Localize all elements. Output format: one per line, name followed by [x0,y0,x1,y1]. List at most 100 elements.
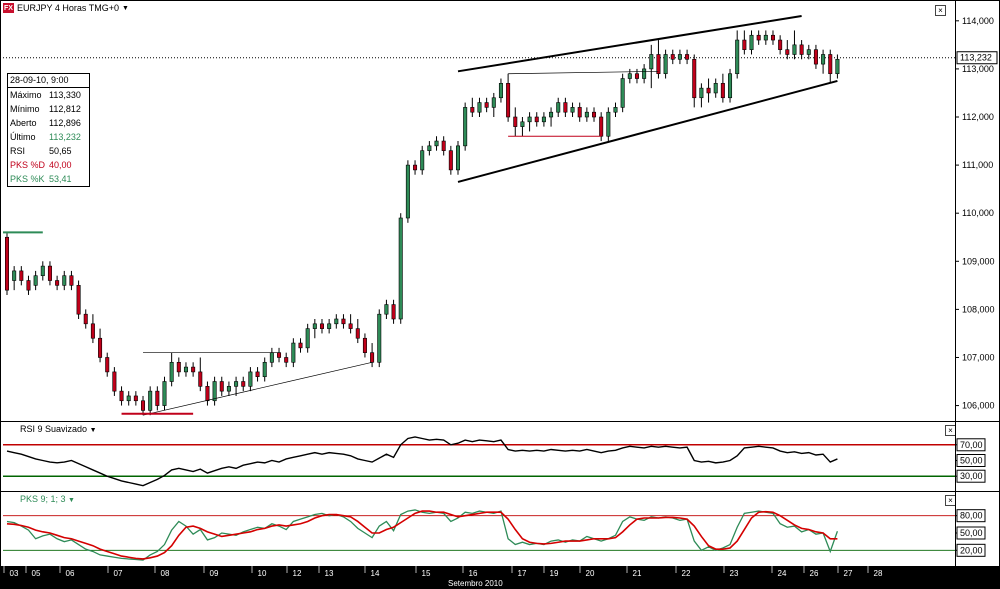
candle-body [813,49,818,65]
candle-body [799,44,804,55]
x-tick-label: 24 [778,569,787,578]
candle-body [305,328,310,349]
candle-body [470,107,475,113]
x-tick-label: 26 [810,569,819,578]
candle-body [534,116,539,123]
candle-body [448,150,453,171]
data-info-box: 28-09-10, 9:00 Máximo 113,330 Mínimo 112,81… [7,73,90,187]
candle-body [319,323,324,329]
y-tick-label: 106,000 [962,401,995,411]
candle-body [341,318,346,325]
trendline [457,15,802,73]
pks-tick-label: 80,00 [960,511,983,521]
info-value: 53,41 [49,174,72,184]
fx-logo-icon: FX [3,3,14,13]
trendline [457,79,838,183]
candle-body [455,145,460,171]
y-tick-label: 110,000 [962,208,994,218]
candle-body [441,140,446,151]
candle-body [778,39,783,50]
candle-body [262,361,267,378]
candle-body [520,121,525,127]
candle-body [291,342,296,363]
x-tick-label: 09 [210,569,219,578]
candle-body [226,386,231,392]
candle-body [677,54,682,60]
x-tick-label: 06 [66,569,75,578]
pks-title-text: PKS 9; 1; 3 [20,494,66,504]
candle-body [176,361,181,373]
candle-body [355,328,360,339]
y-tick-label: 113,000 [962,64,994,74]
candle-body [570,107,575,113]
rsi-line [6,436,838,487]
candle-body [785,49,790,55]
candle-body [706,87,711,94]
candle-body [828,54,833,75]
candle-body [284,357,289,363]
candle-body [599,116,604,137]
trendline [142,361,373,416]
candle-body [348,323,353,329]
candle-body [105,357,110,373]
candle-body [656,54,661,75]
candle-body [55,280,60,286]
candle-body [119,390,124,402]
candle-body [405,164,410,219]
candle-body [133,395,138,402]
x-tick-label: 10 [258,569,267,578]
candle-body [19,270,24,281]
candle-body [384,304,389,315]
candle-body [592,111,597,118]
candle-body [427,145,432,151]
candle-body [334,318,339,325]
rsi-title-text: RSI 9 Suavizado [20,424,88,434]
x-tick-label: 14 [371,569,380,578]
info-label: Máximo [10,90,42,100]
candle-body [484,102,489,108]
info-row: Último 113,232 [8,130,89,144]
chevron-down-icon[interactable]: ▼ [68,497,75,504]
x-tick-label: 08 [161,569,170,578]
close-button[interactable]: × [935,5,946,16]
pks-tick-label: 50,00 [960,528,983,538]
candle-body [90,323,95,339]
rsi-panel-title[interactable]: RSI 9 Suavizado ▼ [20,424,97,434]
candle-body [327,323,332,329]
candle-body [606,111,611,137]
chevron-down-icon[interactable]: ▼ [121,4,129,12]
candle-body [627,73,632,79]
candle-body [491,97,496,108]
candle-body [312,323,317,329]
candle-body [141,400,146,411]
chevron-down-icon[interactable]: ▼ [89,427,97,434]
x-tick-label: 23 [730,569,739,578]
candle-body [47,265,52,281]
info-label: PKS %D [10,160,46,170]
candle-body [685,54,690,60]
info-label: Último [10,132,36,142]
x-tick-label: 03 [10,569,19,578]
info-row: PKS %D 40,00 [8,158,89,172]
candle-body [398,217,403,320]
y-tick-label: 112,000 [962,112,994,122]
candle-body [498,83,503,99]
x-tick-label: 20 [586,569,595,578]
y-tick-label: 109,000 [962,256,995,266]
candle-body [728,73,733,99]
candle-body [763,34,768,41]
info-row: Aberto 112,896 [8,116,89,130]
x-tick-label: 17 [518,569,527,578]
candle-body [198,371,203,387]
candle-body [620,78,625,108]
info-label: RSI [10,146,26,156]
current-price-box [956,51,998,65]
candle-body [506,83,511,118]
pks-panel-title[interactable]: PKS 9; 1; 3 ▼ [20,494,75,504]
candle-body [183,366,188,373]
candle-body [642,68,647,79]
candle-body [742,39,747,50]
candle-body [248,371,253,387]
x-tick-label: 13 [325,569,334,578]
current-price-label: 113,232 [960,53,992,63]
